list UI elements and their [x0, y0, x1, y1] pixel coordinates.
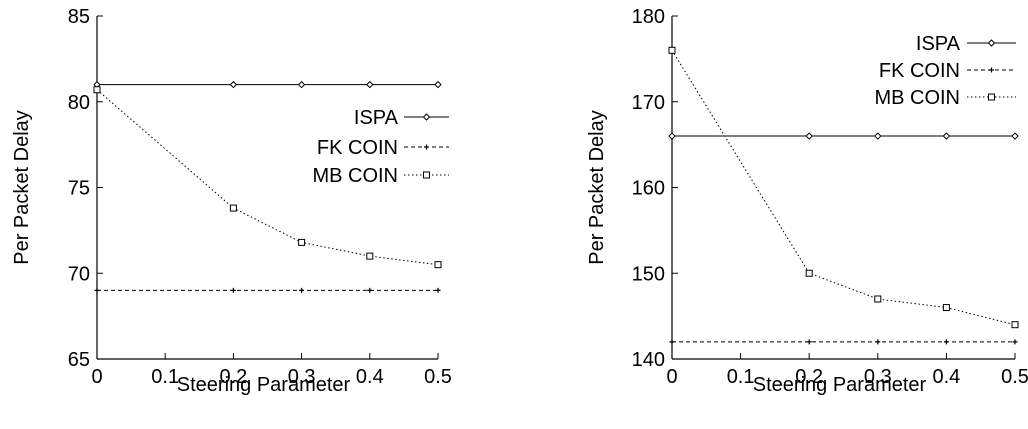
data-point [1011, 132, 1019, 140]
y-tick-label: 180 [632, 6, 665, 28]
series-fk-coin [669, 339, 1018, 345]
legend-label: FK COIN [879, 60, 960, 82]
legend-marker [423, 171, 430, 179]
data-point [874, 295, 882, 303]
x-tick-label: 0.4 [356, 366, 384, 388]
data-point [299, 287, 305, 293]
data-point [668, 46, 676, 54]
data-point [1011, 321, 1019, 329]
x-tick-label: 0.2 [219, 366, 247, 388]
y-tick-label: 65 [68, 349, 90, 371]
data-point [435, 287, 441, 293]
data-point [229, 204, 237, 212]
legend-label: MB COIN [874, 87, 960, 109]
x-tick-label: 0.3 [864, 366, 892, 388]
legend-marker [989, 67, 994, 73]
y-tick-label: 75 [68, 178, 90, 200]
y-tick-label: 150 [632, 263, 665, 285]
y-axis-title: Per Packet Delay [11, 110, 33, 265]
data-point [874, 132, 882, 140]
x-tick-label: 0 [91, 366, 102, 388]
legend-marker [988, 93, 995, 101]
data-point [297, 80, 306, 89]
data-point [942, 304, 950, 312]
legend-marker [987, 39, 996, 47]
data-point [94, 287, 100, 293]
y-tick-label: 170 [632, 92, 665, 114]
data-point [434, 261, 442, 269]
data-point [229, 80, 238, 89]
y-tick-label: 70 [68, 263, 90, 285]
chart-2: 140 150 160 170 180 0 0.1 0.2 0.3 0.4 0.5 Steering … [586, 6, 1028, 396]
data-point [669, 339, 675, 345]
series-mb-coin [93, 86, 442, 269]
series-line [671, 50, 1016, 326]
data-point [298, 238, 306, 246]
data-point [93, 86, 101, 94]
x-tick-label: 0.4 [932, 366, 960, 388]
x-tick-label: 0 [666, 366, 677, 388]
data-point [230, 287, 236, 293]
data-point [942, 132, 951, 140]
data-point [875, 339, 881, 345]
x-tick-label: 0.3 [288, 366, 316, 388]
y-tick-label: 80 [68, 92, 90, 114]
series-mb-coin [668, 46, 1019, 329]
chart-1: 65 70 75 80 85 0 0.1 0.2 0.3 0.4 0.5 Steering Param… [11, 6, 452, 396]
x-axis-title: Steering Parameter [177, 374, 351, 396]
data-point [366, 252, 374, 260]
legend-label: FK COIN [317, 137, 398, 159]
x-tick-label: 0.2 [795, 366, 823, 388]
legend-label: MB COIN [312, 165, 398, 187]
series-ispa [668, 132, 1019, 140]
x-axis-title: Steering Parameter [753, 374, 927, 396]
y-tick-label: 140 [632, 349, 665, 371]
data-point [366, 80, 374, 89]
data-point [943, 339, 949, 345]
x-tick-label: 0.5 [1001, 366, 1028, 388]
legend-marker [424, 144, 429, 150]
data-point [805, 269, 813, 277]
legend-label: ISPA [916, 33, 961, 55]
series-fk-coin [94, 287, 441, 293]
y-axis-title: Per Packet Delay [586, 110, 608, 265]
data-point [1012, 339, 1018, 345]
x-tick-label: 0.1 [727, 366, 755, 388]
x-tick-label: 0.5 [424, 366, 452, 388]
data-point [805, 132, 813, 140]
data-point [806, 339, 812, 345]
legend-label: ISPA [354, 107, 399, 129]
x-tick-label: 0.1 [151, 366, 179, 388]
legend-marker [422, 113, 431, 121]
data-point [668, 132, 676, 140]
y-tick-label: 85 [68, 6, 90, 28]
series-ispa [93, 80, 442, 89]
data-point [367, 287, 373, 293]
data-point [434, 80, 442, 89]
y-tick-label: 160 [632, 178, 665, 200]
